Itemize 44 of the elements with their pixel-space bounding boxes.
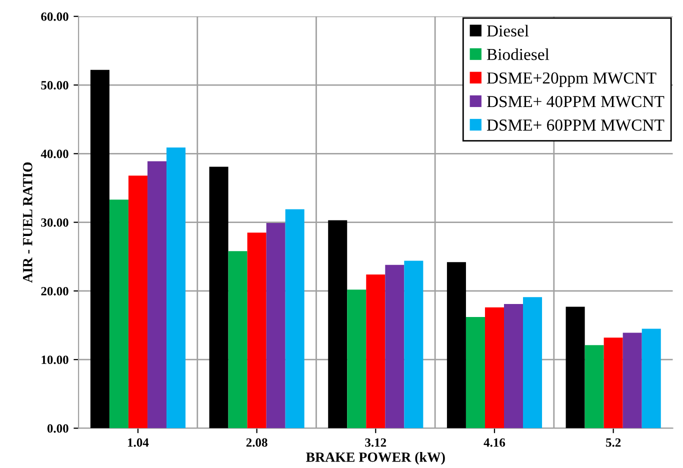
bar — [90, 70, 110, 428]
x-tick-label: 1.04 — [128, 438, 149, 447]
legend-label: Biodiesel — [486, 48, 550, 60]
bar — [642, 328, 661, 428]
bar — [366, 274, 386, 428]
legend-label: DSME+20ppm MWCNT — [486, 72, 656, 88]
bar — [604, 338, 623, 428]
y-tick-label: 0.00 — [47, 424, 68, 433]
bar — [484, 307, 504, 428]
bar — [466, 317, 485, 428]
y-axis-title: AIR - FUEL RATIO — [22, 162, 32, 283]
bar — [584, 345, 604, 428]
bar — [504, 304, 524, 428]
bar — [166, 147, 186, 428]
x-tick-label: 3.12 — [365, 438, 386, 447]
y-tick-label: 50.00 — [41, 81, 68, 90]
bar — [347, 290, 366, 428]
bar — [566, 306, 585, 428]
bar — [385, 264, 404, 428]
legend-label: Diesel — [486, 24, 529, 37]
legend-label: DSME+ 60PPM MWCNT — [486, 119, 664, 131]
bar — [247, 232, 266, 428]
x-tick-label: 2.08 — [246, 438, 268, 447]
bar — [328, 220, 348, 428]
x-tick-label: 5.2 — [606, 438, 621, 447]
bar — [228, 251, 248, 428]
bar — [404, 260, 424, 428]
bar — [128, 176, 148, 428]
y-tick-label: 30.00 — [41, 218, 68, 227]
y-tick-label: 40.00 — [40, 150, 68, 158]
bar — [523, 297, 542, 428]
bar — [622, 332, 642, 428]
bar — [147, 161, 166, 428]
x-axis-title: BRAKE POWER (kW) — [306, 452, 445, 465]
y-tick-label: 20.00 — [41, 286, 68, 296]
bar — [209, 166, 228, 428]
y-tick-label: 10.00 — [42, 356, 68, 364]
bar — [446, 262, 466, 428]
bar — [109, 200, 128, 428]
bar — [266, 222, 286, 428]
bar — [285, 209, 304, 428]
x-tick-label: 4.16 — [484, 438, 506, 447]
y-tick-label: 60.00 — [41, 12, 68, 21]
legend-label: DSME+ 40PPM MWCNT — [486, 96, 664, 108]
